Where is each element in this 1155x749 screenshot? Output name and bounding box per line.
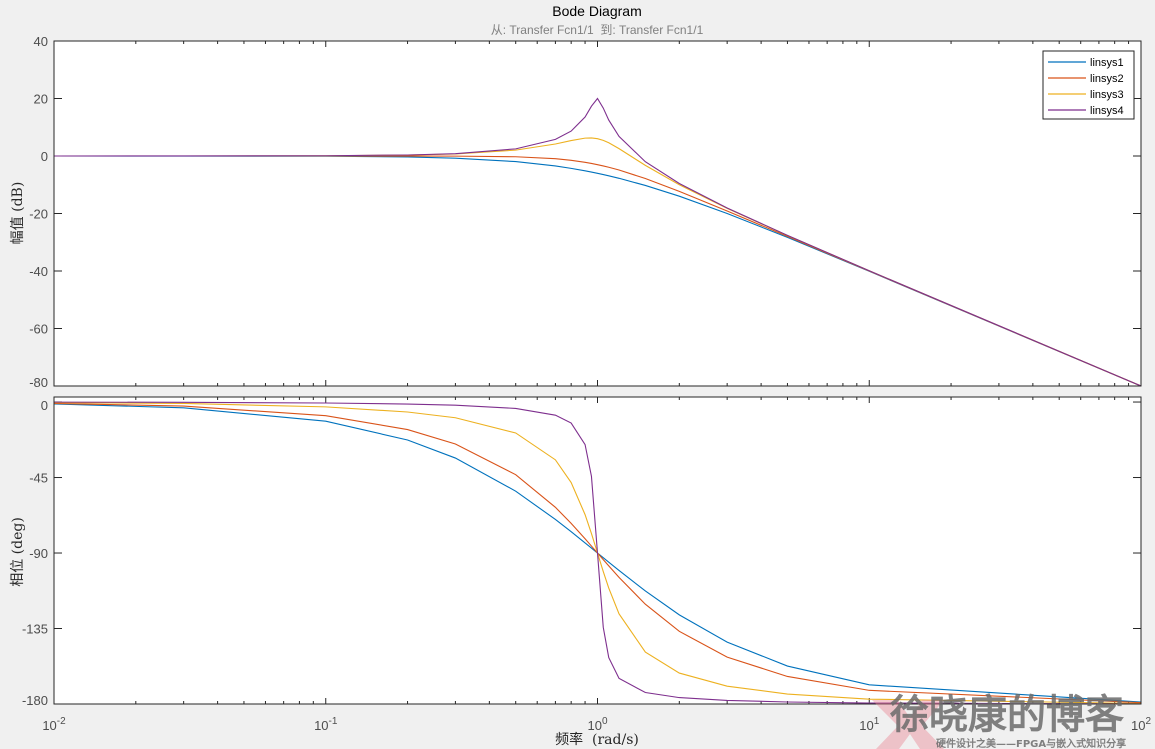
y-tick-label: 40	[34, 34, 48, 49]
watermark-x-icon	[872, 700, 944, 749]
y-tick-label: -80	[29, 375, 48, 390]
legend-item-linsys4[interactable]: linsys4	[1048, 105, 1124, 117]
watermark-logo: 徐晓康的博客 硬件设计之美——FPGA与嵌入式知识分享	[872, 692, 1126, 749]
magnitude-series-linsys4	[54, 97, 1141, 386]
legend-label: linsys2	[1090, 73, 1124, 85]
watermark-title: 徐晓康的博客	[889, 692, 1124, 738]
y-tick-label: -40	[29, 264, 48, 279]
magnitude-ylabel: 幅值 (dB)	[10, 182, 26, 245]
phase-series-linsys1	[54, 403, 1141, 703]
y-tick-label: 0	[41, 398, 48, 413]
x-tick-label: 101	[859, 716, 879, 733]
legend[interactable]: linsys1 linsys2 linsys3 linsys4	[1042, 50, 1135, 120]
x-tick-label: 102	[1131, 716, 1151, 733]
x-tick-label: 10-1	[314, 716, 338, 733]
phase-series-linsys2	[54, 402, 1141, 704]
legend-label: linsys1	[1090, 57, 1124, 69]
magnitude-series-linsys2	[54, 155, 1141, 386]
magnitude-axes: 40 20 0 -20 -40 -60 -80	[29, 34, 1142, 390]
chart-subtitle: 从: Transfer Fcn1/1 到: Transfer Fcn1/1	[491, 23, 704, 37]
legend-item-linsys1[interactable]: linsys1	[1048, 57, 1124, 69]
phase-series-linsys4	[54, 401, 1141, 704]
x-tick-label: 10-2	[42, 716, 66, 733]
legend-item-linsys2[interactable]: linsys2	[1048, 73, 1124, 85]
watermark-tagline: 硬件设计之美——FPGA与嵌入式知识分享	[936, 737, 1126, 749]
phase-axes-box	[53, 396, 1142, 705]
magnitude-axes-box	[53, 40, 1142, 387]
y-tick-label: -20	[29, 207, 48, 222]
phase-series-linsys3	[54, 401, 1141, 704]
x-tick-label: 100	[587, 716, 607, 733]
y-tick-label: 0	[41, 149, 48, 164]
phase-axes: 0 -45 -90 -135 -180 10-2 10-1 100 101 102	[22, 396, 1151, 733]
phase-ylabel: 相位 (deg)	[10, 517, 26, 587]
magnitude-series-linsys1	[54, 155, 1141, 386]
magnitude-plot-area	[54, 41, 1141, 386]
y-tick-label: -180	[22, 693, 48, 708]
y-tick-label: 20	[34, 92, 48, 107]
chart-title: Bode Diagram	[552, 3, 642, 19]
frequency-xlabel: 频率 (rad/s)	[555, 731, 639, 748]
y-tick-label: -60	[29, 322, 48, 337]
legend-label: linsys3	[1090, 89, 1124, 101]
legend-label: linsys4	[1090, 105, 1124, 117]
y-tick-label: -45	[29, 471, 48, 486]
legend-item-linsys3[interactable]: linsys3	[1048, 89, 1124, 101]
y-tick-label: -90	[29, 546, 48, 561]
y-tick-label: -135	[22, 622, 48, 637]
